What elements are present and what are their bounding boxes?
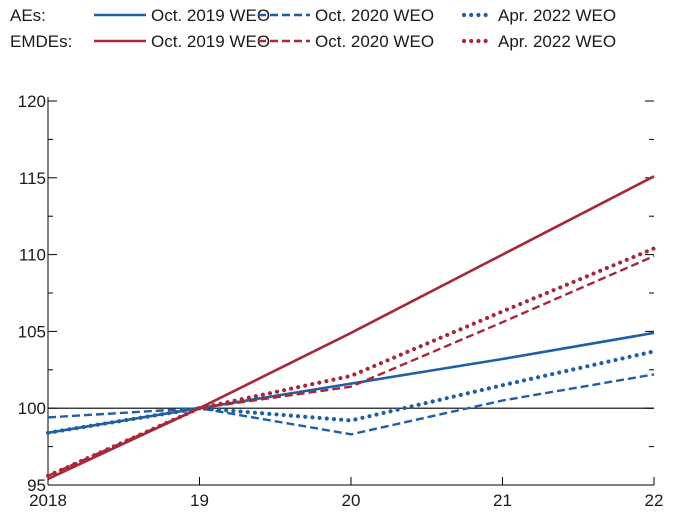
y-tick-label: 95 — [27, 476, 46, 495]
y-tick-label: 100 — [18, 399, 46, 418]
legend-group-label: EMDEs: — [10, 32, 72, 51]
x-tick-label: 2018 — [29, 491, 67, 510]
y-tick-label: 115 — [19, 169, 46, 188]
y-tick-label: 110 — [19, 246, 46, 265]
series-line-emdes-dashed — [47, 255, 655, 477]
legend-entry-label: Apr. 2022 WEO — [498, 6, 616, 25]
series-layer — [45, 175, 657, 481]
series-line-emdes-dotted — [45, 246, 657, 478]
x-tick-label: 20 — [342, 491, 361, 510]
legend: AEs: Oct. 2019 WEO Oct. 2020 WEO Apr. 2022 … — [10, 6, 616, 51]
x-tick-label: 22 — [645, 491, 664, 510]
legend-entry-label: Oct. 2020 WEO — [315, 6, 434, 25]
x-tick-label: 19 — [190, 491, 209, 510]
legend-entry-label: Oct. 2019 WEO — [151, 32, 270, 51]
legend-entry-label: Oct. 2019 WEO — [151, 6, 270, 25]
y-tick-label: 105 — [18, 322, 46, 341]
y-tick-label: 120 — [18, 92, 46, 111]
series-line-aes-dotted — [45, 349, 657, 435]
x-tick-label: 21 — [493, 491, 512, 510]
series-line-aes-dashed — [47, 373, 655, 436]
legend-entry-label: Apr. 2022 WEO — [498, 32, 616, 51]
axes: 95 100 105 110 115 120 2018 19 20 21 22 — [18, 92, 664, 510]
legend-entry-label: Oct. 2020 WEO — [315, 32, 434, 51]
legend-group-label: AEs: — [10, 6, 46, 25]
